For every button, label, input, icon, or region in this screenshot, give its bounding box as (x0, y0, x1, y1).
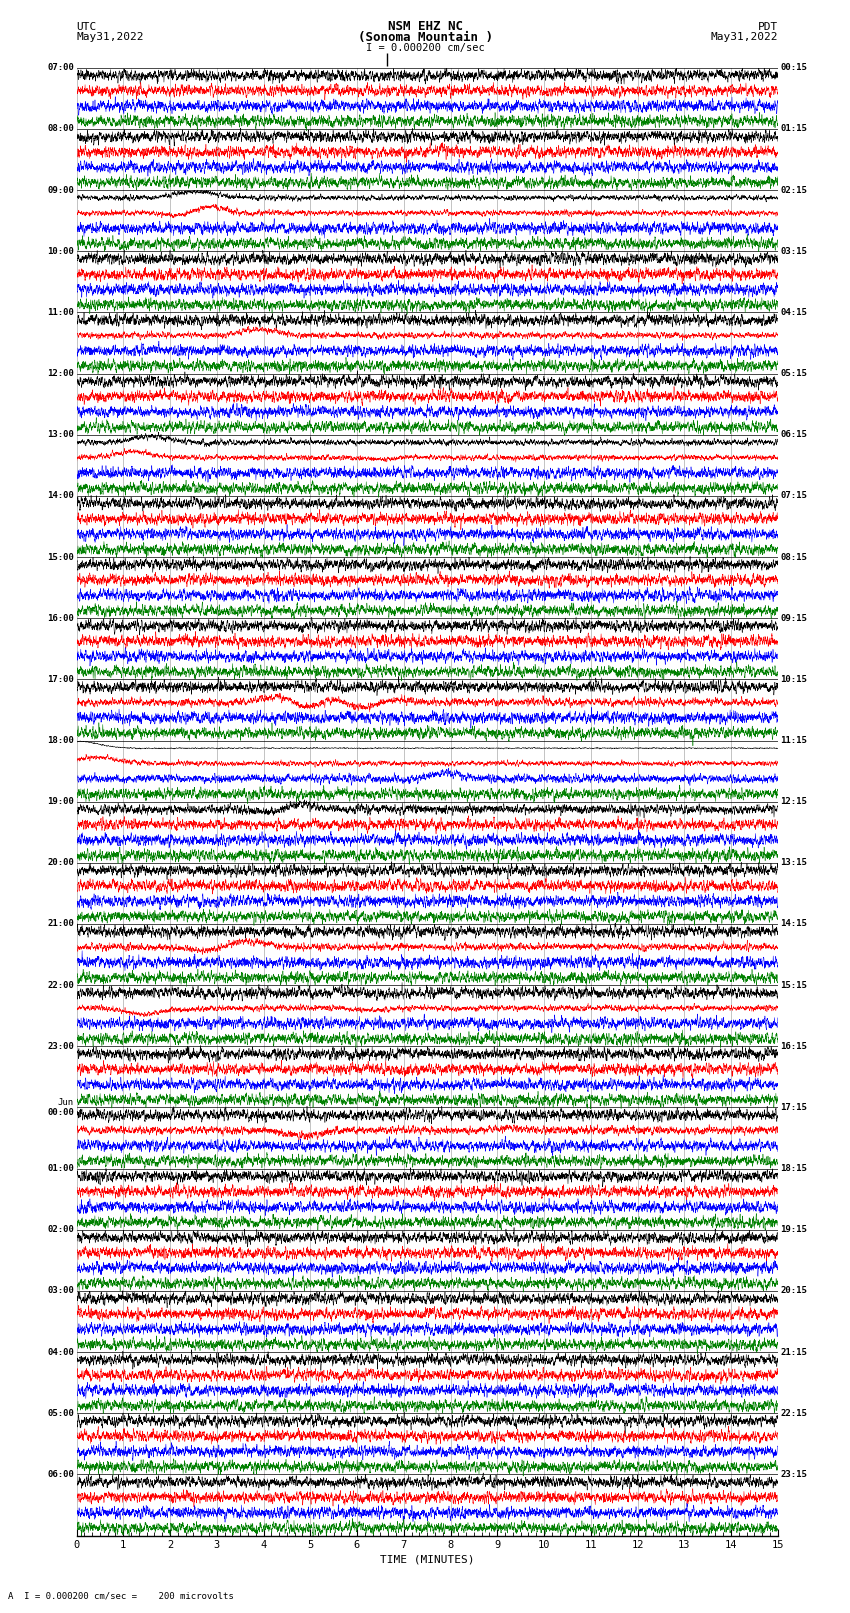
Text: 01:00: 01:00 (47, 1165, 74, 1173)
Text: May31,2022: May31,2022 (711, 32, 778, 42)
Text: 20:15: 20:15 (780, 1287, 808, 1295)
Text: 16:15: 16:15 (780, 1042, 808, 1050)
Text: 21:15: 21:15 (780, 1347, 808, 1357)
Text: 01:15: 01:15 (780, 124, 808, 134)
Text: 04:00: 04:00 (47, 1347, 74, 1357)
Text: NSM EHZ NC: NSM EHZ NC (388, 19, 462, 34)
Text: 15:15: 15:15 (780, 981, 808, 990)
Text: 18:15: 18:15 (780, 1165, 808, 1173)
Text: 22:00: 22:00 (47, 981, 74, 990)
Text: 10:15: 10:15 (780, 674, 808, 684)
Text: Jun: Jun (58, 1098, 74, 1108)
Text: 02:15: 02:15 (780, 185, 808, 195)
Text: 00:00: 00:00 (47, 1108, 74, 1116)
Text: 19:00: 19:00 (47, 797, 74, 806)
Text: 06:00: 06:00 (47, 1469, 74, 1479)
Text: PDT: PDT (757, 21, 778, 32)
Text: 03:00: 03:00 (47, 1287, 74, 1295)
Text: 23:00: 23:00 (47, 1042, 74, 1050)
Text: 02:00: 02:00 (47, 1226, 74, 1234)
Text: 15:00: 15:00 (47, 553, 74, 561)
Text: I = 0.000200 cm/sec: I = 0.000200 cm/sec (366, 42, 484, 53)
Text: 11:15: 11:15 (780, 736, 808, 745)
X-axis label: TIME (MINUTES): TIME (MINUTES) (380, 1555, 474, 1565)
Text: 08:15: 08:15 (780, 553, 808, 561)
Text: 10:00: 10:00 (47, 247, 74, 256)
Text: 18:00: 18:00 (47, 736, 74, 745)
Text: 06:15: 06:15 (780, 431, 808, 439)
Text: 17:15: 17:15 (780, 1103, 808, 1111)
Text: 13:15: 13:15 (780, 858, 808, 868)
Text: 05:15: 05:15 (780, 369, 808, 377)
Text: 07:15: 07:15 (780, 492, 808, 500)
Text: 13:00: 13:00 (47, 431, 74, 439)
Text: 14:15: 14:15 (780, 919, 808, 929)
Text: 03:15: 03:15 (780, 247, 808, 256)
Text: 09:15: 09:15 (780, 613, 808, 623)
Text: 12:15: 12:15 (780, 797, 808, 806)
Text: 17:00: 17:00 (47, 674, 74, 684)
Text: 04:15: 04:15 (780, 308, 808, 316)
Text: May31,2022: May31,2022 (76, 32, 144, 42)
Text: 16:00: 16:00 (47, 613, 74, 623)
Text: 12:00: 12:00 (47, 369, 74, 377)
Text: 11:00: 11:00 (47, 308, 74, 316)
Text: UTC: UTC (76, 21, 97, 32)
Text: 09:00: 09:00 (47, 185, 74, 195)
Text: (Sonoma Mountain ): (Sonoma Mountain ) (358, 31, 492, 44)
Text: A  I = 0.000200 cm/sec =    200 microvolts: A I = 0.000200 cm/sec = 200 microvolts (8, 1590, 235, 1600)
Text: 08:00: 08:00 (47, 124, 74, 134)
Text: 00:15: 00:15 (780, 63, 808, 73)
Text: 23:15: 23:15 (780, 1469, 808, 1479)
Text: 21:00: 21:00 (47, 919, 74, 929)
Text: 22:15: 22:15 (780, 1408, 808, 1418)
Text: 05:00: 05:00 (47, 1408, 74, 1418)
Text: 14:00: 14:00 (47, 492, 74, 500)
Text: 20:00: 20:00 (47, 858, 74, 868)
Text: 19:15: 19:15 (780, 1226, 808, 1234)
Text: 07:00: 07:00 (47, 63, 74, 73)
